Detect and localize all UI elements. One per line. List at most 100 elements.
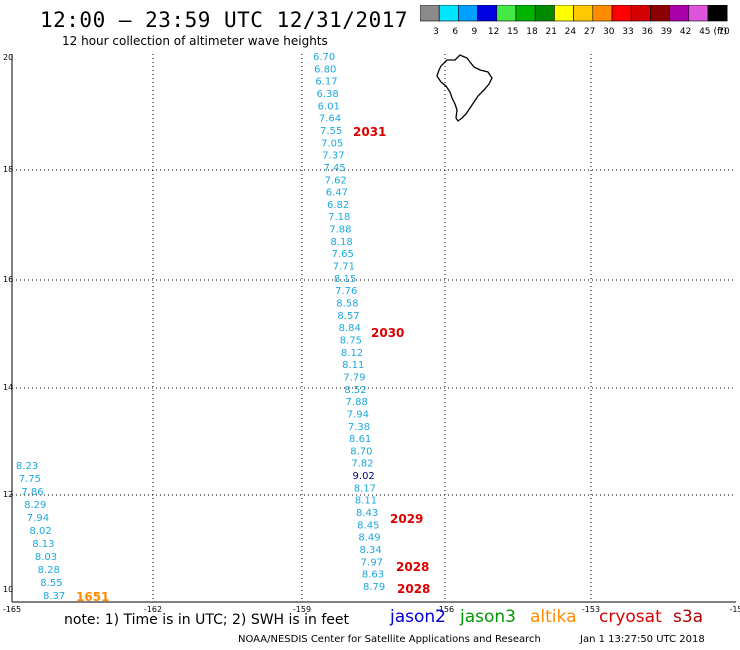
pass-time-label: 1651 xyxy=(76,590,109,604)
track-time-labels: 2031 2030 2029 2028 2028 1651 xyxy=(76,125,430,604)
legend-swatch xyxy=(592,4,613,22)
wave-height-value: 8.18 xyxy=(330,237,352,248)
longitude-label: -153 xyxy=(582,605,600,614)
longitude-label: -165 xyxy=(3,605,21,614)
wave-height-value: 7.97 xyxy=(361,557,383,568)
latitude-label: 20 xyxy=(3,53,13,62)
wave-height-value: 8.75 xyxy=(340,335,362,346)
pass-time-label: 2031 xyxy=(353,125,386,139)
legend-label: 42 xyxy=(680,27,691,37)
legend-label: 30 xyxy=(603,27,615,37)
longitude-label: -15 xyxy=(729,605,740,614)
legend-swatch xyxy=(688,4,709,22)
wave-height-value: 6.38 xyxy=(316,89,338,100)
wave-height-value: 8.03 xyxy=(35,552,57,563)
wave-height-value: 8.11 xyxy=(355,496,377,507)
wave-height-value: 8.58 xyxy=(336,299,358,310)
credit-line: NOAA/NESDIS Center for Satellite Applica… xyxy=(238,634,541,645)
legend-label: 18 xyxy=(526,27,538,37)
wave-height-value: 8.79 xyxy=(363,582,385,593)
wave-height-value: 7.18 xyxy=(328,212,350,223)
wave-height-legend: 3 6 9 12 15 18 21 24 27 30 33 36 39 42 45 70 (ft) xyxy=(419,4,740,41)
wave-height-value: 8.28 xyxy=(38,565,60,576)
wave-height-value: 8.02 xyxy=(30,526,52,537)
wave-height-value: 9.02 xyxy=(353,471,375,482)
pass-time-label: 2028 xyxy=(397,582,430,596)
longitude-labels: -165 -162 -159 -156 -153 -15 xyxy=(3,605,740,614)
longitude-label: -156 xyxy=(436,605,454,614)
legend-label: 27 xyxy=(584,27,595,37)
wave-height-value: 8.34 xyxy=(360,545,382,556)
legend-label: 45 xyxy=(699,27,710,37)
legend-label: 15 xyxy=(507,27,518,37)
wave-height-value: 7.94 xyxy=(347,409,369,420)
legend-swatch xyxy=(496,4,517,22)
wave-height-value: 6.70 xyxy=(313,52,335,63)
legend-swatch xyxy=(458,4,478,22)
wave-height-value: 6.80 xyxy=(314,64,336,75)
wave-height-value: 6.01 xyxy=(318,101,340,112)
page-subtitle: 12 hour collection of altimeter wave hei… xyxy=(62,34,328,48)
legend-label: 9 xyxy=(472,27,478,37)
legend-label: 21 xyxy=(545,27,556,37)
wave-height-value: 6.47 xyxy=(326,188,348,199)
wave-height-value: 6.82 xyxy=(327,200,349,211)
legend-label: 12 xyxy=(488,27,499,37)
wave-height-value: 7.88 xyxy=(346,397,368,408)
footer-note: note: 1) Time is in UTC; 2) SWH is in fe… xyxy=(64,612,350,628)
legend-label: 6 xyxy=(452,27,458,37)
wave-height-value: 8.43 xyxy=(356,508,378,519)
legend-swatch xyxy=(534,4,555,22)
page-title: 12:00 — 23:59 UTC 12/31/2017 xyxy=(40,8,409,32)
wave-height-value: 8.37 xyxy=(43,591,65,602)
wave-height-value: 7.38 xyxy=(348,422,370,433)
legend-label: 39 xyxy=(661,27,673,37)
wave-height-value: 7.86 xyxy=(21,487,43,498)
legend-label: 33 xyxy=(622,27,633,37)
altimeter-track-left: 8.23 7.75 7.86 8.29 7.94 8.02 8.13 8.03 8.28 8.55… xyxy=(16,461,65,602)
legend-label: 36 xyxy=(641,27,653,37)
latitude-label: 10 xyxy=(3,585,13,594)
latitude-labels: 20 18 16 14 12 10 xyxy=(3,53,13,594)
wave-height-value: 7.79 xyxy=(343,372,365,383)
legend-swatch xyxy=(438,4,459,22)
wave-height-value: 8.57 xyxy=(337,311,359,322)
wave-height-value: 8.13 xyxy=(32,539,54,550)
wave-height-value: 6.17 xyxy=(315,77,337,88)
wave-height-value: 8.23 xyxy=(16,461,38,472)
latitude-label: 18 xyxy=(3,165,13,174)
longitude-label: -159 xyxy=(293,605,311,614)
wave-height-value: 8.55 xyxy=(40,578,62,589)
longitude-label: -162 xyxy=(144,605,162,614)
latitude-label: 16 xyxy=(3,275,13,284)
legend-swatch xyxy=(419,4,440,22)
satellite-cryosat-label: cryosat xyxy=(599,607,662,627)
wave-height-value: 7.65 xyxy=(332,249,354,260)
legend-swatch xyxy=(707,4,728,22)
wave-height-value: 7.64 xyxy=(319,114,341,125)
legend-swatch xyxy=(477,4,498,22)
wave-height-value: 8.12 xyxy=(341,348,363,359)
wave-height-value: 8.84 xyxy=(339,323,361,334)
wave-height-value: 7.75 xyxy=(19,474,41,485)
pass-time-label: 2029 xyxy=(390,512,423,526)
satellite-altika-label: altika xyxy=(530,607,577,627)
legend-label: 3 xyxy=(433,27,439,37)
legend-swatch xyxy=(554,4,574,22)
legend-swatch xyxy=(669,4,690,22)
legend-swatch xyxy=(515,4,536,22)
latitude-label: 12 xyxy=(3,490,13,499)
wave-height-value: 7.37 xyxy=(322,151,344,162)
wave-height-value: 8.11 xyxy=(342,360,364,371)
wave-height-value: 7.55 xyxy=(320,126,342,137)
legend-unit: (ft) xyxy=(713,27,727,37)
pass-time-label: 2028 xyxy=(396,560,429,574)
altimeter-track-central: 6.706.80 6.176.386.01 7.647.557.05 7.377.45… xyxy=(313,52,385,593)
wave-height-value: 7.88 xyxy=(329,225,351,236)
wave-height-value: 7.76 xyxy=(335,286,357,297)
legend-swatch xyxy=(650,4,670,22)
wave-height-value: 7.62 xyxy=(325,175,347,186)
wave-height-value: 7.05 xyxy=(321,138,343,149)
pass-time-label: 2030 xyxy=(371,326,404,340)
